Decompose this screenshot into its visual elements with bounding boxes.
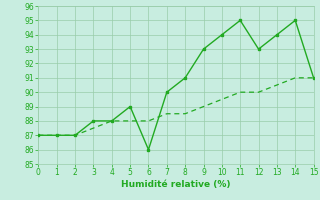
X-axis label: Humidité relative (%): Humidité relative (%) xyxy=(121,180,231,189)
